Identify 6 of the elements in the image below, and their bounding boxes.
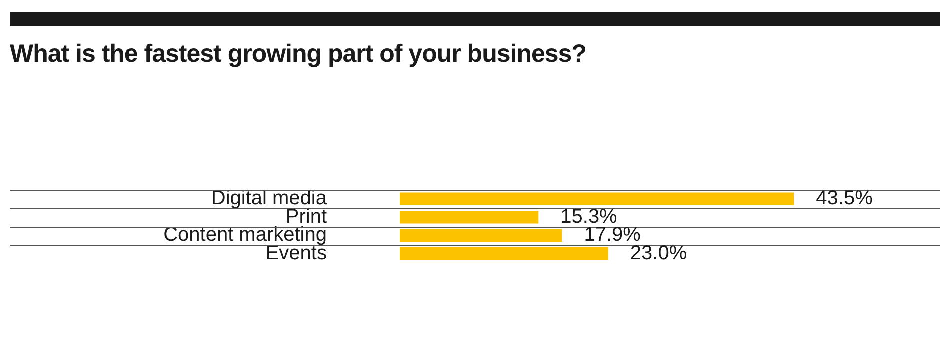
bar [400, 192, 794, 206]
bar [400, 247, 608, 260]
data-label: 43.5% [816, 188, 874, 210]
chart-title: What is the fastest growing part of your business? [10, 40, 586, 69]
bar [400, 229, 562, 242]
bar [400, 210, 539, 224]
